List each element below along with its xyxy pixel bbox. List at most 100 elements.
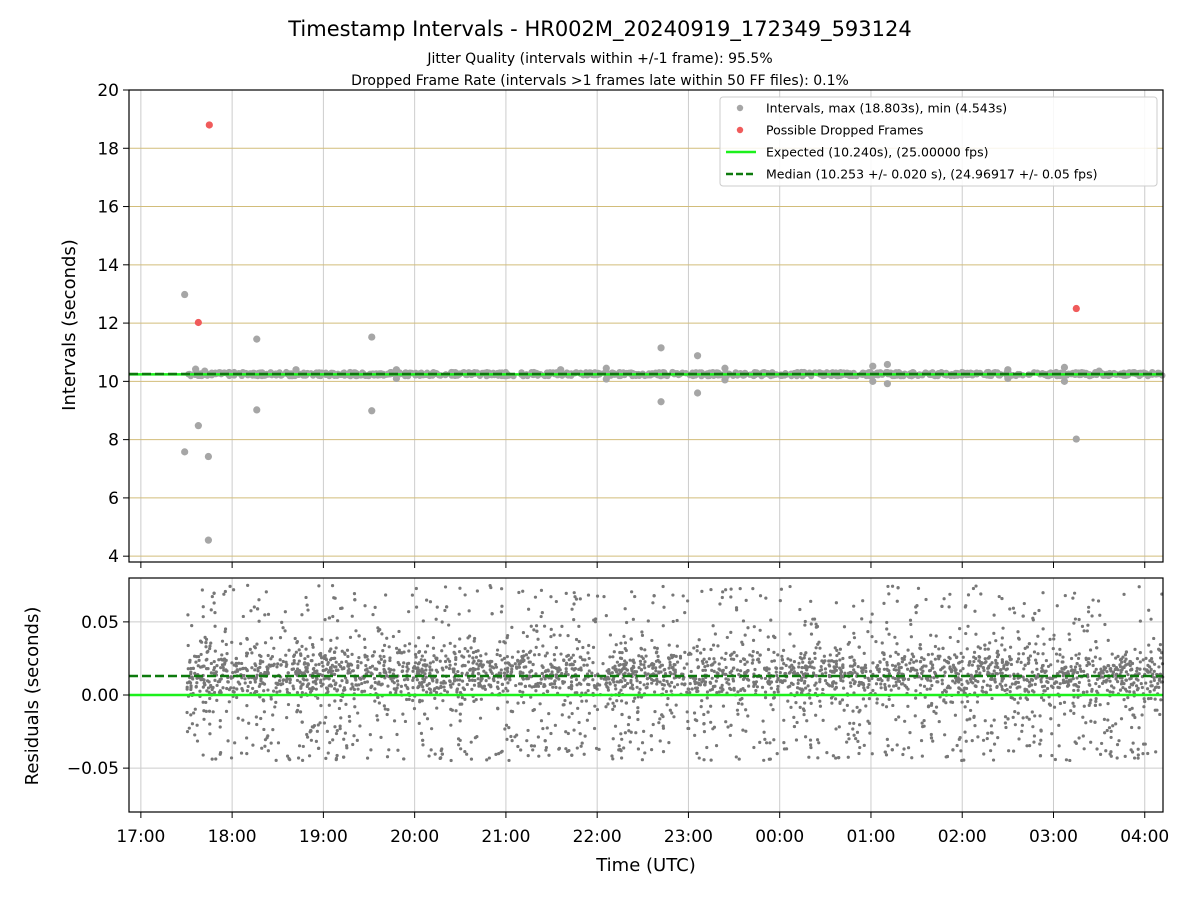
- residual-point: [406, 677, 410, 682]
- y-tick-label: −0.05: [67, 759, 119, 779]
- residual-point: [248, 680, 252, 684]
- residual-point: [241, 666, 245, 670]
- residual-point: [723, 657, 727, 662]
- residual-point: [356, 664, 360, 668]
- residual-point: [297, 648, 301, 652]
- chart-title: Timestamp Intervals - HR002M_20240919_17…: [287, 17, 912, 42]
- residual-point: [395, 732, 399, 737]
- residual-point: [395, 651, 400, 655]
- residual-point: [467, 609, 471, 613]
- residual-point: [526, 728, 530, 733]
- interval-point: [368, 333, 376, 341]
- residual-point: [365, 667, 369, 671]
- residual-point: [792, 715, 796, 719]
- residual-point: [918, 642, 922, 647]
- residual-point: [874, 639, 878, 644]
- residual-point: [1058, 682, 1062, 686]
- residual-point: [729, 587, 733, 591]
- residual-point: [853, 680, 857, 684]
- residual-point: [472, 683, 477, 687]
- residual-point: [193, 733, 197, 737]
- residual-point: [1099, 667, 1103, 671]
- residual-point: [694, 677, 698, 681]
- residual-point: [1016, 657, 1021, 661]
- residual-point: [956, 672, 961, 676]
- residual-point: [416, 671, 421, 676]
- residual-point: [1091, 659, 1095, 663]
- residual-point: [767, 757, 771, 761]
- residual-point: [371, 612, 375, 617]
- residual-point: [1082, 704, 1086, 708]
- residual-point: [561, 681, 565, 685]
- residual-point: [560, 671, 564, 676]
- residual-point: [347, 667, 351, 671]
- residual-point: [223, 661, 227, 665]
- residual-point: [543, 654, 548, 658]
- residual-point: [997, 594, 1001, 599]
- residual-point: [801, 660, 805, 664]
- residual-point: [431, 636, 436, 640]
- residual-point: [210, 594, 214, 599]
- residual-point: [1025, 645, 1030, 649]
- residual-point: [425, 663, 429, 667]
- residual-point: [1053, 757, 1057, 762]
- residual-point: [620, 737, 624, 741]
- residual-point: [399, 690, 403, 694]
- residual-point: [889, 688, 893, 692]
- residual-point: [370, 654, 375, 658]
- residual-point: [307, 754, 312, 758]
- interval-point: [883, 360, 891, 369]
- residual-point: [766, 635, 770, 639]
- residual-point: [520, 655, 524, 659]
- residual-point: [1008, 607, 1012, 611]
- residual-point: [758, 594, 763, 598]
- residual-point: [644, 686, 648, 690]
- residual-point: [914, 659, 919, 663]
- residual-point: [425, 598, 429, 602]
- residual-point: [296, 756, 301, 760]
- residual-point: [922, 657, 926, 661]
- residual-point: [536, 735, 540, 739]
- residual-point: [577, 667, 581, 671]
- residual-point: [1031, 725, 1035, 729]
- residual-point: [941, 646, 945, 650]
- residual-point: [190, 624, 194, 628]
- residual-point: [1123, 659, 1127, 664]
- residual-point: [611, 666, 615, 670]
- residual-point: [597, 747, 601, 751]
- residual-point: [988, 641, 992, 645]
- residual-point: [628, 658, 632, 662]
- residual-point: [755, 685, 759, 689]
- residual-point: [505, 636, 509, 640]
- residual-point: [966, 624, 970, 628]
- residual-point: [1100, 670, 1104, 674]
- residual-point: [1135, 666, 1139, 670]
- residual-point: [521, 630, 526, 635]
- residual-point: [867, 697, 872, 701]
- residual-point: [595, 594, 600, 598]
- residual-point: [703, 680, 708, 684]
- residual-point: [666, 656, 671, 660]
- residual-point: [339, 664, 343, 669]
- interval-point: [721, 364, 729, 372]
- residual-point: [990, 696, 994, 701]
- residual-point: [350, 682, 354, 686]
- residual-point: [499, 610, 504, 614]
- residual-point: [551, 685, 555, 689]
- residual-point: [283, 629, 287, 633]
- residual-point: [855, 705, 859, 709]
- residual-point: [863, 688, 867, 692]
- residual-point: [635, 679, 639, 683]
- residual-point: [541, 726, 545, 731]
- residual-point: [213, 678, 217, 682]
- residual-point: [958, 627, 962, 631]
- interval-point: [192, 365, 200, 373]
- residual-point: [1064, 672, 1068, 676]
- residual-point: [521, 649, 525, 653]
- residual-point: [640, 633, 645, 637]
- residual-point: [341, 688, 346, 692]
- residual-point: [542, 674, 546, 679]
- residual-point: [643, 666, 647, 670]
- residual-point: [215, 683, 219, 688]
- residual-point: [651, 601, 655, 605]
